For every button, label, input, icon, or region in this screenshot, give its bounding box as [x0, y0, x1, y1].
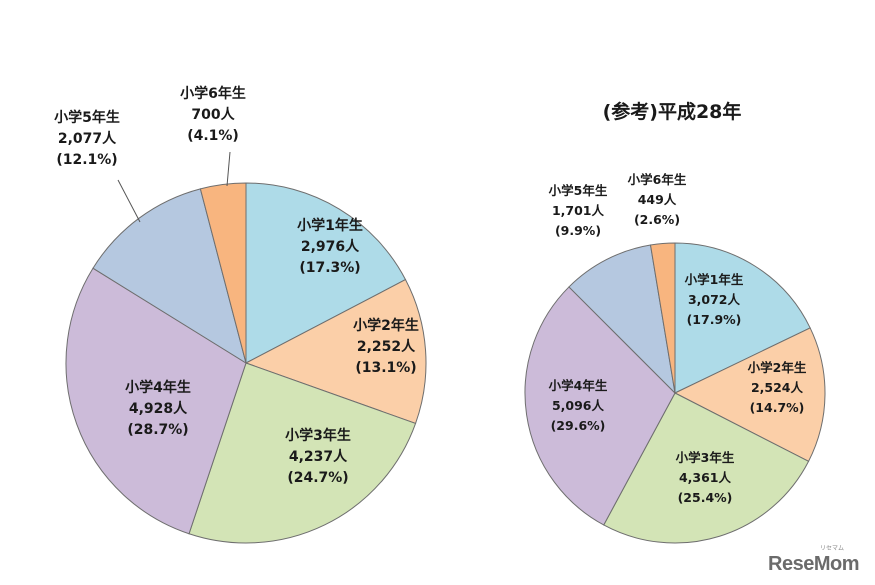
slice-category-label: 小学3年生	[675, 450, 735, 465]
slice-category-label: 小学6年生	[627, 172, 687, 187]
reference-chart-title: (参考)平成28年	[603, 100, 742, 123]
pie-slice	[188, 362, 417, 544]
slice-percent-label: (28.7%)	[127, 422, 188, 438]
slice-category-label: 小学2年生	[747, 360, 807, 375]
slice-category-label: 小学6年生	[180, 85, 246, 102]
slice-value-label: 4,928人	[129, 400, 188, 417]
slice-value-label: 5,096人	[552, 398, 605, 413]
slice-value-label: 3,072人	[688, 292, 741, 307]
logo-text: ReseMom	[768, 553, 859, 575]
pie-chart-reference: (参考)平成28年 小学1年生 3,072人 (17.9%) 小学2年生 2,524人 (…	[524, 100, 826, 544]
slice-value-label: 449人	[638, 192, 677, 207]
slice-percent-label: (13.1%)	[355, 360, 416, 376]
slice-category-label: 小学5年生	[548, 183, 608, 198]
slice-percent-label: (2.6%)	[634, 212, 680, 227]
slice-percent-label: (9.9%)	[555, 223, 601, 238]
pie-slice	[674, 242, 811, 394]
slice-value-label: 2,524人	[751, 380, 804, 395]
slice-percent-label: (17.9%)	[687, 312, 742, 327]
slice-value-label: 4,361人	[679, 470, 732, 485]
logo-subtext: リセマム	[820, 545, 844, 552]
pie-slice	[244, 278, 427, 425]
slice-category-label: 小学3年生	[285, 427, 351, 444]
pie-slice	[568, 244, 676, 395]
slice-value-label: 1,701人	[552, 203, 605, 218]
pie-slice	[649, 242, 676, 394]
slice-category-label: 小学4年生	[125, 379, 191, 396]
leader-line	[117, 179, 141, 223]
slice-percent-label: (29.6%)	[551, 418, 606, 433]
slice-category-label: 小学5年生	[54, 109, 120, 126]
slice-percent-label: (25.4%)	[678, 490, 733, 505]
pie-slice	[92, 188, 247, 365]
slice-value-label: 4,237人	[289, 448, 348, 465]
slice-category-label: 小学1年生	[297, 217, 363, 234]
slice-category-label: 小学2年生	[353, 317, 419, 334]
pie-slice	[245, 182, 407, 364]
slice-value-label: 2,976人	[301, 238, 360, 255]
pie-chart-main: 小学1年生 2,976人 (17.3%) 小学2年生 2,252人 (13.1%) 小学3年…	[54, 85, 427, 544]
slice-percent-label: (12.1%)	[56, 152, 117, 168]
pie-slice	[524, 286, 676, 526]
slice-category-label: 小学4年生	[548, 378, 608, 393]
slice-value-label: 2,077人	[58, 130, 117, 147]
slice-value-label: 2,252人	[357, 338, 416, 355]
slice-percent-label: (4.1%)	[187, 128, 239, 144]
slice-percent-label: (14.7%)	[750, 400, 805, 415]
pie-slice	[65, 267, 247, 535]
pie-slice	[199, 182, 247, 364]
slice-value-label: 700人	[191, 106, 235, 123]
pie-slice	[673, 327, 826, 463]
slice-percent-label: (24.7%)	[287, 470, 348, 486]
leader-line	[226, 151, 231, 187]
slice-percent-label: (17.3%)	[299, 260, 360, 276]
slice-category-label: 小学1年生	[684, 272, 744, 287]
resemom-logo: ReseMom リセマム	[768, 545, 859, 575]
